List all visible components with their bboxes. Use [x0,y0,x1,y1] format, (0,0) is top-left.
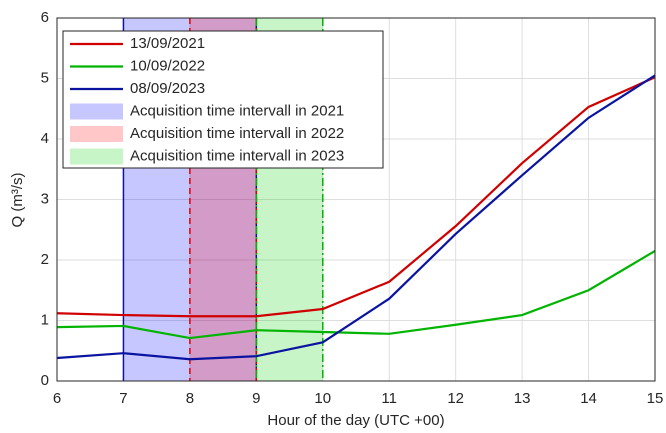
y-tick-label: 3 [41,190,49,207]
x-tick-label: 8 [186,390,194,407]
y-tick-label: 1 [41,311,49,328]
y-tick-label: 5 [41,69,49,86]
y-axis-label: Q (m³/s) [9,173,26,228]
series-line [56,249,656,340]
series-line [56,76,656,318]
y-tick-label: 6 [41,9,49,26]
legend-box [62,30,384,169]
y-tick-label: 2 [41,251,49,268]
legend-label: Acquisition time intervall in 2023 [130,147,344,164]
x-axis-label: Hour of the day (UTC +00) [267,412,444,429]
y-tick-label: 4 [41,130,49,147]
x-tick-label: 14 [580,390,597,407]
x-tick-label: 15 [647,390,664,407]
legend-label: 08/09/2023 [130,80,205,97]
legend-label: Acquisition time intervall in 2021 [130,102,344,119]
legend-label: Acquisition time intervall in 2022 [130,125,344,142]
legend-label: 13/09/2021 [130,35,205,52]
series-line [56,74,656,361]
x-tick-label: 6 [53,390,61,407]
legend-label: 10/09/2022 [130,57,205,74]
legend: 13/09/2021 10/09/2022 08/09/2023 Acquisitio… [62,30,384,169]
legend-swatch [70,148,123,165]
x-tick-label: 9 [252,390,260,407]
x-tick-label: 7 [119,390,127,407]
y-tick-label: 0 [41,372,49,389]
legend-swatch [70,126,123,142]
x-tick-label: 10 [314,390,331,407]
x-tick-label: 12 [447,390,464,407]
legend-swatch [70,103,123,120]
x-tick-label: 13 [514,390,531,407]
x-tick-label: 11 [381,390,397,407]
plot-frame [56,17,656,382]
